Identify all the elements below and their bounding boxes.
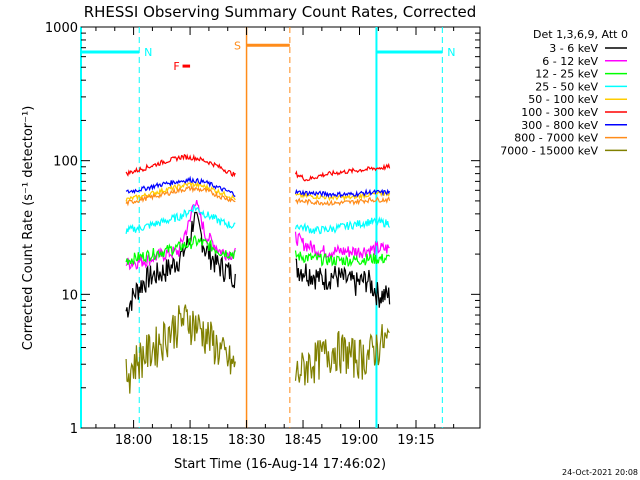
x-tick-label: 18:45 bbox=[284, 433, 321, 448]
series-line-25-50keV bbox=[294, 216, 391, 235]
annotation-label-flare: F bbox=[173, 60, 179, 73]
y-axis: 1 10 100 1000 bbox=[45, 21, 480, 437]
chart-title: RHESSI Observing Summary Count Rates, Co… bbox=[84, 3, 477, 21]
series-line-25-50keV bbox=[125, 204, 236, 234]
legend-label: 25 - 50 keV bbox=[535, 80, 598, 93]
legend-label: 100 - 300 keV bbox=[521, 106, 598, 119]
series-line-300-800keV bbox=[125, 175, 236, 198]
series-line-3-6keV bbox=[295, 258, 391, 308]
x-axis-label: Start Time (16-Aug-14 17:46:02) bbox=[174, 457, 386, 472]
series-line-50-100keV bbox=[294, 190, 391, 203]
series-line-12-25keV bbox=[125, 234, 236, 265]
series-line-100-300keV bbox=[125, 153, 236, 178]
series-line-100-300keV bbox=[294, 162, 391, 182]
x-tick-label: 19:00 bbox=[341, 433, 378, 448]
series-layer bbox=[125, 153, 391, 394]
x-tick-label: 18:15 bbox=[171, 433, 208, 448]
series-line-300-800keV bbox=[294, 188, 391, 199]
y-axis-label: Corrected Count Rate (s⁻¹ detector⁻¹) bbox=[21, 106, 36, 351]
series-line-800-7000keV bbox=[125, 184, 236, 207]
series-line-7000-15000keV bbox=[294, 324, 390, 386]
x-axis: 18:00 18:15 18:30 18:45 19:00 19:15 bbox=[95, 27, 455, 448]
legend-label: 12 - 25 keV bbox=[535, 68, 598, 81]
legend-label: 6 - 12 keV bbox=[542, 55, 598, 68]
series-line-3-6keV bbox=[125, 211, 236, 318]
y-tick-label: 100 bbox=[53, 155, 78, 170]
y-tick-label: 10 bbox=[61, 288, 78, 303]
y-tick-label: 1000 bbox=[45, 21, 78, 36]
legend-header: Det 1,3,6,9, Att 0 bbox=[533, 28, 628, 41]
annotation-label-night: N bbox=[144, 46, 152, 59]
series-line-6-12keV bbox=[125, 199, 236, 271]
x-tick-label: 18:00 bbox=[115, 433, 152, 448]
legend-label: 800 - 7000 keV bbox=[514, 132, 598, 145]
series-line-7000-15000keV bbox=[125, 304, 236, 394]
x-tick-label: 18:30 bbox=[228, 433, 265, 448]
series-line-12-25keV bbox=[294, 250, 391, 267]
legend-label: 3 - 6 keV bbox=[549, 42, 598, 55]
footer-date: 24-Oct-2021 20:08 bbox=[562, 468, 638, 477]
series-line-50-100keV bbox=[125, 181, 236, 202]
legend-label: 7000 - 15000 keV bbox=[500, 144, 598, 157]
legend-label: 50 - 100 keV bbox=[528, 93, 598, 106]
x-tick-label: 19:15 bbox=[397, 433, 434, 448]
legend-label: 300 - 800 keV bbox=[521, 119, 598, 132]
series-line-6-12keV bbox=[294, 231, 390, 260]
series-line-800-7000keV bbox=[295, 196, 391, 207]
annotation-label-saa: S bbox=[234, 39, 241, 52]
y-tick-label: 1 bbox=[70, 422, 78, 437]
annotation-label-night: N bbox=[447, 46, 455, 59]
